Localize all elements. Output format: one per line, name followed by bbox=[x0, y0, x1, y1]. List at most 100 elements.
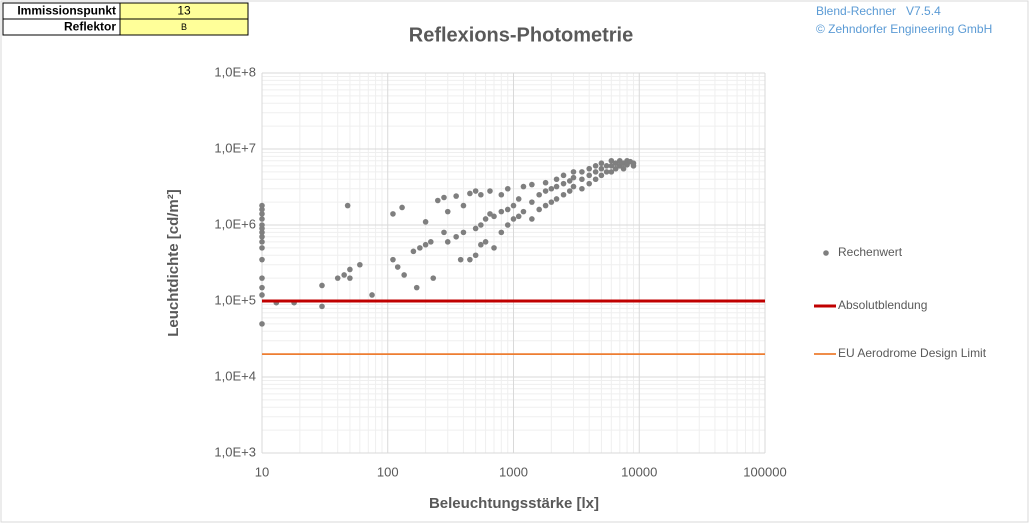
data-point bbox=[608, 169, 615, 175]
data-point bbox=[620, 165, 627, 172]
data-point bbox=[434, 197, 441, 204]
data-point bbox=[430, 275, 437, 281]
data-point bbox=[444, 208, 451, 215]
data-point bbox=[399, 204, 405, 211]
data-point bbox=[560, 191, 567, 198]
data-point bbox=[417, 245, 423, 251]
data-point bbox=[504, 222, 511, 228]
data-point bbox=[515, 213, 522, 220]
data-point bbox=[579, 169, 585, 175]
data-point bbox=[529, 216, 535, 222]
data-point bbox=[413, 284, 420, 291]
x-tick-label: 100 bbox=[377, 464, 399, 479]
data-point bbox=[259, 233, 265, 240]
y-axis-label: Leuchtdichte [cd/m²] bbox=[165, 189, 182, 337]
data-point bbox=[542, 188, 549, 194]
y-tick-label: 1,0E+3 bbox=[214, 444, 256, 459]
x-tick-label: 100000 bbox=[743, 464, 786, 479]
data-point bbox=[598, 172, 605, 179]
data-point bbox=[553, 183, 560, 190]
data-point bbox=[460, 229, 467, 236]
table-cell bbox=[119, 18, 249, 36]
data-point bbox=[441, 229, 447, 236]
data-point bbox=[259, 284, 265, 291]
data-point bbox=[472, 225, 479, 232]
x-tick-label: 10 bbox=[255, 464, 269, 479]
data-point bbox=[592, 163, 599, 169]
data-point bbox=[592, 176, 599, 183]
data-point bbox=[344, 202, 351, 209]
data-point bbox=[357, 261, 363, 268]
data-point bbox=[608, 157, 615, 164]
data-point bbox=[515, 196, 522, 202]
legend-label: Absolutblendung bbox=[838, 298, 927, 312]
data-point bbox=[478, 191, 484, 198]
data-point bbox=[472, 188, 479, 194]
data-point bbox=[259, 206, 265, 213]
data-point bbox=[498, 208, 505, 215]
data-point bbox=[259, 321, 265, 327]
data-point bbox=[498, 229, 505, 236]
data-point bbox=[482, 239, 489, 245]
data-point bbox=[586, 180, 593, 187]
data-point bbox=[529, 199, 535, 205]
data-point bbox=[612, 165, 619, 172]
product-name: Blend-Rechner V7.5.4 bbox=[816, 4, 941, 18]
data-point bbox=[548, 185, 555, 192]
data-point bbox=[579, 176, 585, 183]
data-point bbox=[487, 188, 493, 194]
data-point bbox=[603, 169, 610, 175]
data-point bbox=[612, 160, 619, 167]
data-point bbox=[510, 216, 517, 222]
data-point bbox=[491, 245, 497, 251]
data-point bbox=[453, 193, 459, 199]
data-point bbox=[319, 282, 325, 289]
data-point bbox=[510, 202, 517, 209]
data-point bbox=[570, 169, 577, 175]
data-point bbox=[603, 163, 610, 169]
data-point bbox=[536, 206, 542, 213]
data-point bbox=[460, 202, 467, 209]
data-point bbox=[570, 174, 577, 181]
data-point bbox=[457, 256, 464, 263]
data-point bbox=[453, 233, 459, 240]
data-point bbox=[259, 211, 265, 217]
legend-marker bbox=[823, 250, 829, 256]
data-point bbox=[467, 190, 473, 197]
data-point bbox=[259, 245, 265, 251]
data-point bbox=[498, 191, 505, 198]
y-tick-label: 1,0E+6 bbox=[214, 216, 256, 231]
data-point bbox=[259, 202, 265, 209]
data-point bbox=[390, 256, 396, 263]
data-point bbox=[478, 222, 484, 228]
chart-title: Reflexions-Photometrie bbox=[409, 24, 633, 46]
table-label: Immissionspunkt bbox=[17, 4, 116, 18]
data-point bbox=[341, 272, 347, 278]
data-point bbox=[472, 252, 479, 259]
data-point bbox=[566, 188, 573, 194]
data-point bbox=[369, 292, 375, 298]
data-point bbox=[536, 191, 542, 198]
info-table: Immissionspunkt 13 Reflektor B bbox=[2, 2, 249, 36]
data-point bbox=[529, 181, 535, 188]
data-point bbox=[319, 303, 325, 310]
data-point bbox=[598, 160, 605, 167]
data-point bbox=[259, 239, 265, 245]
data-point bbox=[504, 185, 511, 192]
grid bbox=[261, 72, 766, 454]
data-point bbox=[553, 196, 560, 202]
data-point bbox=[592, 169, 599, 175]
data-point bbox=[630, 163, 637, 169]
data-point bbox=[347, 266, 353, 273]
data-point bbox=[566, 178, 573, 184]
y-tick-label: 1,0E+8 bbox=[214, 64, 256, 79]
y-tick-label: 1,0E+5 bbox=[214, 292, 256, 307]
y-tick-label: 1,0E+7 bbox=[214, 140, 256, 155]
y-tick-label: 1,0E+4 bbox=[214, 368, 256, 383]
data-point bbox=[579, 185, 585, 192]
data-point bbox=[259, 216, 265, 222]
table-value: B bbox=[181, 22, 187, 32]
